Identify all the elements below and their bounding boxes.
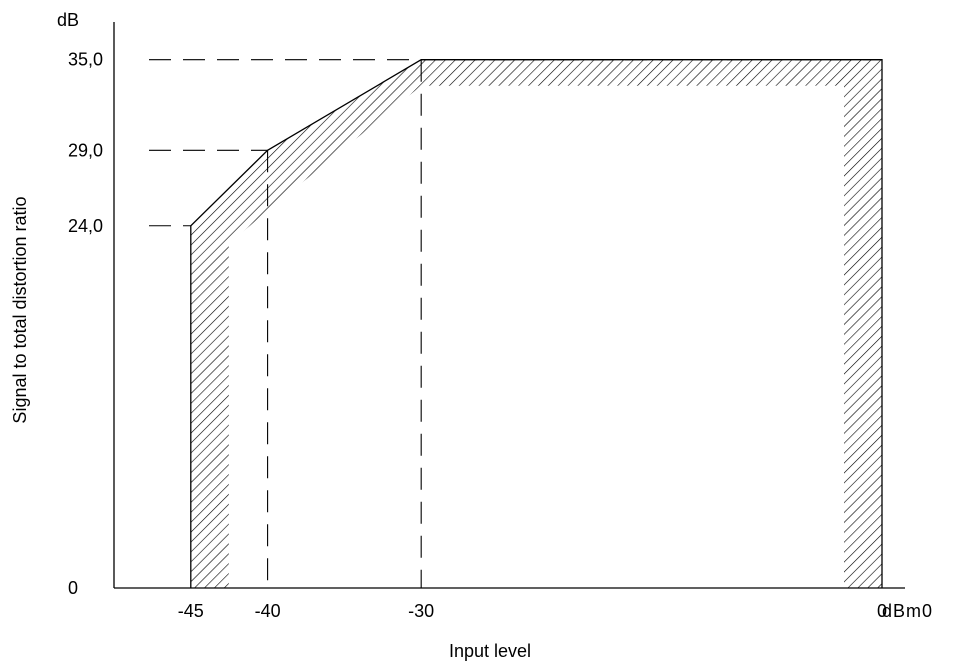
x-unit-label: dBm0	[882, 601, 933, 621]
y-tick-label: 35,0	[68, 50, 103, 70]
x-tick-label: -45	[178, 601, 204, 621]
y-unit-label: dB	[57, 10, 79, 30]
mask-limit-line	[190, 59, 883, 588]
x-tick-label: 0	[877, 601, 887, 621]
y-axis-title: Signal to total distortion ratio	[10, 196, 30, 423]
mask-hatched-band	[190, 59, 883, 588]
x-axis-title: Input level	[449, 641, 531, 661]
y-tick-labels: 0 24,0 29,0 35,0	[68, 50, 103, 598]
x-tick-label: -40	[255, 601, 281, 621]
reference-dash-lines	[149, 59, 882, 588]
y-tick-label: 24,0	[68, 216, 103, 236]
y-tick-label: 0	[68, 578, 78, 598]
y-tick-label: 29,0	[68, 140, 103, 160]
x-tick-labels: -45 -40 -30 0	[178, 601, 887, 621]
x-tick-label: -30	[408, 601, 434, 621]
